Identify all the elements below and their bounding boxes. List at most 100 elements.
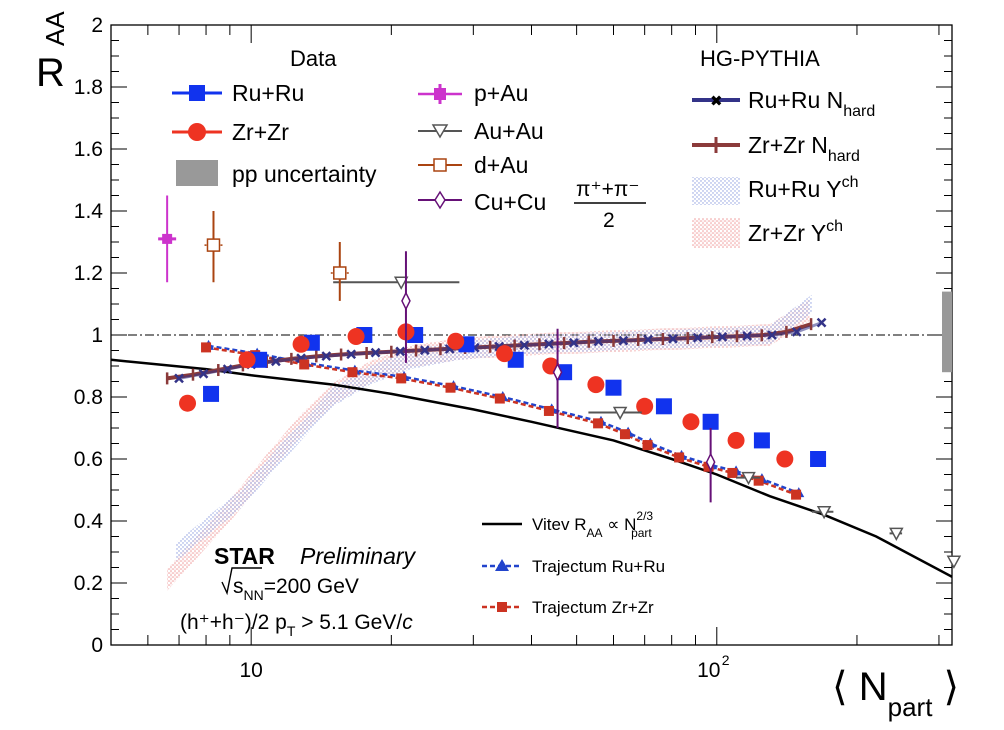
legend-model-header: HG-PYTHIA [700,46,820,71]
legend-ru-label: Ru+Ru [232,80,304,106]
legend-traj-ru-marker [495,559,509,571]
pau-data-point [162,233,173,244]
dau-data-point [333,266,347,280]
nhard-ru-point [544,339,554,349]
nhard-ru-point [519,340,530,351]
legend-model: HG-PYTHIA ✖ Ru+Ru Nhard Zr+Zr Nhard Ru+R… [692,46,875,248]
y-axis-label-main: R [36,51,65,95]
y-axis-label-sub: AA [40,11,70,46]
legend-traj-zr-label: Trajectum Zr+Zr [532,598,654,617]
selection-label: (h⁺+h⁻)/2 pT > 5.1 GeV/c [180,611,413,639]
legend-data-header: Data [290,46,337,71]
legend-ych-zr-label: Zr+Zr Ych [748,218,843,246]
legend-ych-zr-swatch [692,218,740,248]
y-tick-label: 0.4 [74,510,104,533]
zr-data-point [727,431,745,449]
trajectum-zr-point [674,452,685,463]
trajectum-zr-point [593,418,604,429]
legend-nhard-zr-label: Zr+Zr Nhard [748,132,860,165]
ru-data-point [203,385,220,402]
x-axis-label: ⟨ Npart ⟩ [832,665,959,722]
trajectum-zr-point [299,359,310,370]
cucu-data-point [552,362,563,382]
nhard-ru-point [419,345,430,356]
trajectum-zr-point [727,467,738,478]
legend-auau-label: Au+Au [474,118,544,144]
dau-data-point [206,238,221,252]
star-label: STAR Preliminary sNN=200 GeV (h⁺+h⁻)/2 p… [180,543,417,639]
nhard-ru-point [346,349,357,360]
y-tick-label: 1.2 [74,262,103,285]
energy-label: sNN=200 GeV [233,575,359,603]
ru-data-point [605,379,622,396]
nhard-ru-point [717,331,728,342]
trajectum-zr-point [642,440,653,451]
legend-cucu-label: Cu+Cu [474,189,546,215]
zr-data-point [447,332,465,350]
y-tick-label: 1.4 [74,200,104,223]
legend-pau-marker [434,88,446,100]
legend-auau-marker [431,124,449,139]
trajectum-zr-point [791,489,802,500]
zr-data-point [495,345,513,363]
legend-dau-label: d+Au [474,152,528,178]
nhard-ru-point [816,317,827,328]
ru-data-point [753,432,770,449]
sqrt-sign [221,567,262,596]
auau-data-point [816,505,832,520]
ru-data-point [251,351,268,368]
legend-cucu-marker [434,190,446,210]
y-tick-label: 0.8 [74,386,103,409]
legend-cucu-denominator: 2 [603,209,615,232]
model-curves [111,321,952,578]
y-tick-label: 0.6 [74,448,103,471]
nhard-ru-point [270,356,281,367]
zr-data-point [292,335,310,353]
nhard-ru-point [742,331,753,341]
nhard-ru-point [643,334,653,345]
pp-uncertainty-box [942,291,952,373]
nhard-ru-point [593,336,604,347]
legend-ych-ru-label: Ru+Ru Ych [748,174,858,202]
nhard-ru-point [618,335,629,346]
x-tick-label: 10 [239,659,262,682]
y-tick-label: 2 [91,14,103,37]
nhard-ru-point [692,332,703,343]
nhard-ru-point [198,368,209,379]
cucu-data-point [705,452,716,472]
nhard-ru-point [222,364,233,374]
legend-zr-marker [188,123,206,141]
auau-data-point [393,276,409,290]
legend-nhard-ru-marker: ✖ [710,93,723,110]
zr-data-point [238,351,256,369]
auau-data-point [612,406,628,421]
trajectum-zr-point [201,342,212,353]
legend-ych-ru-swatch [692,177,740,205]
ru-data-point [702,413,719,430]
trajectum-zr-point [347,367,358,378]
ru-data-point [655,398,672,415]
zr-data-point [347,328,365,346]
y-tick-label: 0 [91,634,103,657]
legend-nhard-ru-label: Ru+Ru Nhard [748,87,875,120]
trajectum-zr-line [205,346,797,496]
zr-data-point [179,394,197,412]
legend-traj-ru-label: Trajectum Ru+Ru [532,557,665,576]
zr-data-point [776,450,794,468]
legend-cucu-numerator: π⁺+π⁻ [576,178,639,201]
x-tick-label-exponent: 2 [722,652,730,668]
x-tick-label: 10 [697,659,720,682]
legend-pp-label: pp uncertainty [232,161,377,187]
y-tick-label: 1.8 [74,76,103,99]
y-tick-label: 1.6 [74,138,103,161]
zr-data-point [587,376,605,394]
nhard-ru-point [568,337,579,348]
trajectum-zr-point [619,429,630,440]
nhard-ru-point [668,333,678,344]
nhard-ru-point [791,327,802,337]
legend-traj-zr-marker [497,602,507,612]
y-tick-label: 0.2 [74,572,103,595]
nhard-ru-point [767,330,777,340]
legend-pau-label: p+Au [474,80,528,106]
legend-dau-marker [433,158,447,172]
